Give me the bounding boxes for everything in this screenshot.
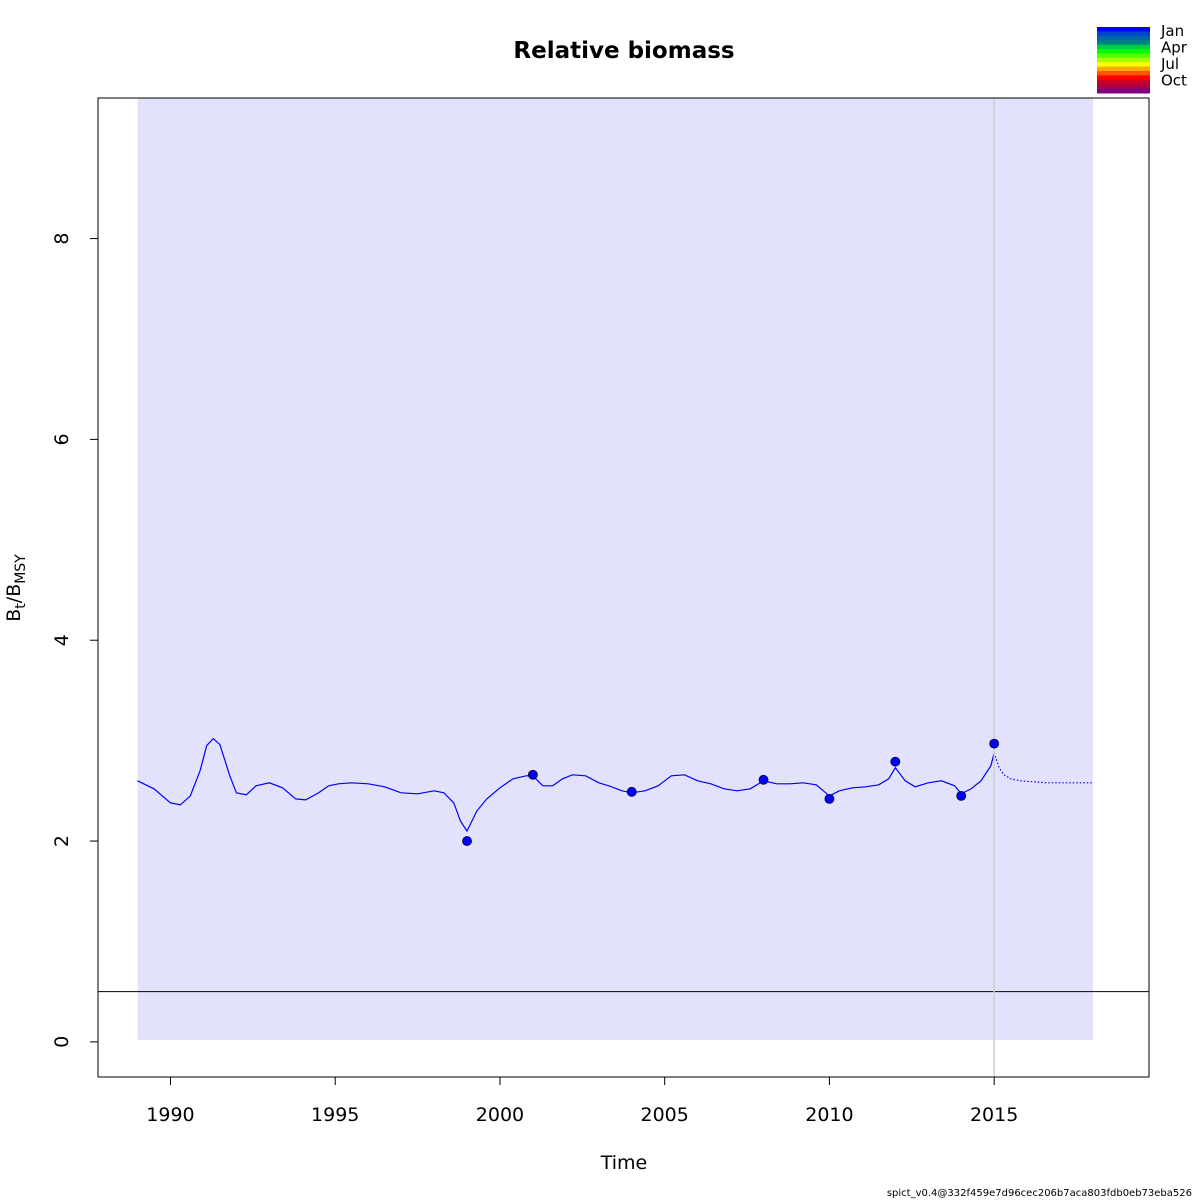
legend-label: Jan [1160,22,1184,40]
y-tick-label: 6 [51,433,73,445]
y-axis-label-sub1: t [13,603,29,609]
x-tick-label: 2000 [476,1104,524,1126]
legend-color-swatch [1097,79,1150,85]
legend-color-swatch [1097,27,1150,32]
legend-color-swatch [1097,35,1150,41]
y-axis-label-sep: /B [3,584,25,603]
x-axis: 1990 1995 2000 2005 2010 2015 [146,1076,1018,1126]
legend-color-swatch [1097,31,1150,37]
legend-color-swatch [1097,40,1150,46]
y-axis: 0 2 4 6 8 [51,233,99,1048]
x-axis-label: Time [600,1152,648,1174]
legend-label: Oct [1161,72,1187,90]
legend-color-swatch [1097,62,1150,68]
observation-point [462,836,472,846]
observation-point [989,738,1000,749]
legend-color-swatch [1097,53,1150,59]
legend-color-swatch [1097,88,1150,94]
observation-point [956,790,967,801]
y-axis-label-sub2: MSY [13,554,29,584]
chart-title: Relative biomass [513,38,734,64]
biomass-estimate-line [137,737,995,833]
y-tick-label: 0 [51,1036,73,1048]
x-tick-label: 2010 [805,1104,853,1126]
legend-color-swatch [1097,71,1150,76]
confidence-band [137,98,1093,1040]
legend-color-swatch [1097,84,1150,90]
legend-label: Apr [1161,39,1188,57]
observation-point [890,756,901,767]
y-tick-label: 2 [51,835,73,847]
legend-color-swatch [1097,49,1150,54]
y-tick-label: 8 [51,233,73,245]
observation-points [462,738,1000,846]
legend-color-swatch [1097,44,1150,50]
observation-point [527,769,538,780]
observation-point [824,793,835,804]
legend-color-swatch [1097,57,1150,63]
y-axis-label: Bt/BMSY [3,554,29,622]
legend-color-swatch [1097,75,1150,81]
x-tick-label: 2005 [641,1104,689,1126]
observation-point [758,774,769,785]
version-footer: spict_v0.4@332f459e7d96cec206b7aca803fdb… [887,1188,1192,1199]
x-tick-label: 1995 [311,1104,359,1126]
y-tick-label: 4 [51,634,73,646]
x-tick-label: 1990 [146,1104,194,1126]
legend-label: Jul [1160,55,1179,73]
y-axis-label-main: B [3,609,25,622]
x-tick-label: 2015 [970,1104,1018,1126]
legend-color-swatch [1097,66,1150,72]
observation-point [626,786,637,797]
